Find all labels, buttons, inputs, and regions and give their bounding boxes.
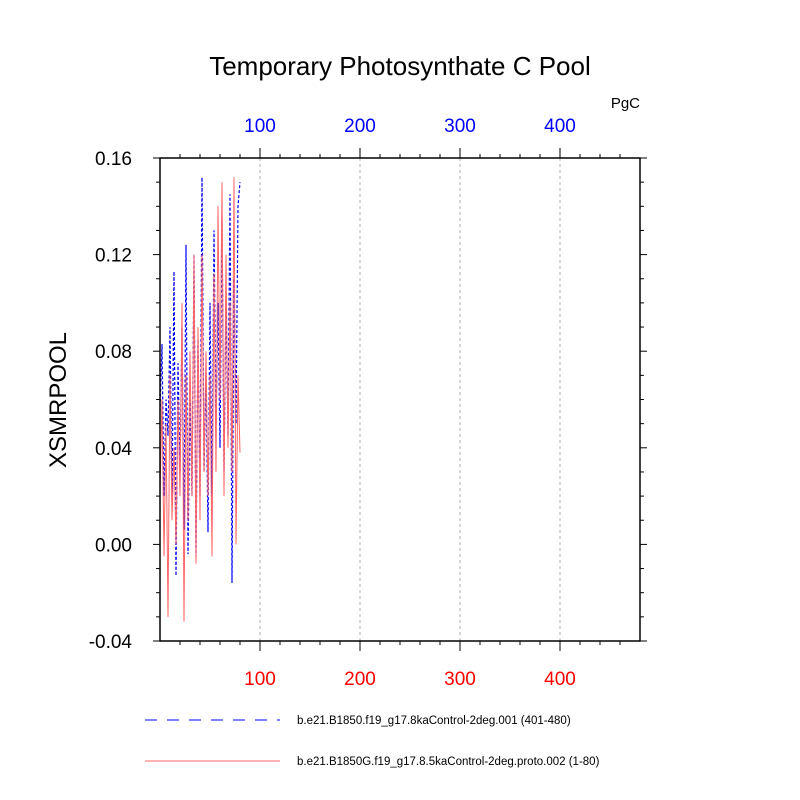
x-tick-label-bottom: 100 [244, 669, 276, 690]
legend-label-1: b.e21.B1850.f19_g17.8kaControl-2deg.001 … [297, 715, 571, 727]
x-tick-label-bottom: 400 [544, 669, 576, 690]
chart-title: Temporary Photosynthate C Pool [209, 51, 591, 81]
y-tick-label: 0.16 [95, 149, 132, 170]
plot-series [159, 177, 241, 622]
x-tick-label-top: 200 [344, 116, 376, 137]
y-tick-label: 0.04 [95, 439, 132, 460]
x-tick-label-top: 100 [244, 116, 276, 137]
legend: b.e21.B1850.f19_g17.8kaControl-2deg.001 … [145, 715, 600, 768]
gridlines [259, 158, 561, 641]
series-line-2 [159, 177, 241, 622]
units-label: PgC [611, 95, 640, 112]
y-tick-label: 0.12 [95, 246, 132, 267]
x-tick-label-bottom: 200 [344, 669, 376, 690]
plot-frame [159, 157, 641, 642]
x-tick-label-bottom: 300 [444, 669, 476, 690]
y-tick-labels: -0.04 0.00 0.04 0.08 0.12 0.16 [89, 149, 133, 653]
y-tick-label: 0.08 [95, 342, 132, 363]
y-tick-label: 0.00 [95, 535, 132, 556]
x-tick-label-top: 400 [544, 116, 576, 137]
legend-label-2: b.e21.B1850G.f19_g17.8.5kaControl-2deg.p… [297, 756, 600, 768]
y-tick-label: -0.04 [89, 632, 133, 653]
series-line-1 [159, 177, 241, 584]
y-axis-label: XSMRPOOL [45, 332, 72, 468]
x-tick-label-top: 300 [444, 116, 476, 137]
x-tick-labels: 100 200 300 400 100 200 300 400 [244, 116, 576, 690]
